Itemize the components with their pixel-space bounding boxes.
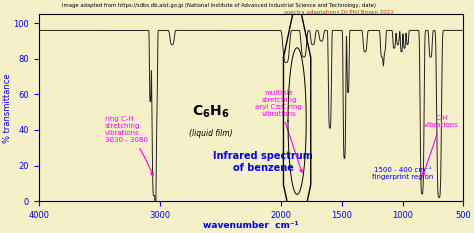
X-axis label: wavenumber  cm⁻¹: wavenumber cm⁻¹ [203,221,299,230]
Text: Image adapted from https://sdbs.db.aist.go.jp (National Institute of Advanced In: Image adapted from https://sdbs.db.aist.… [62,3,375,8]
Text: spectra adaptations Dr Phil Brown 2021: spectra adaptations Dr Phil Brown 2021 [284,10,394,15]
Text: 1500 - 400 cm⁻¹
fingerprint region: 1500 - 400 cm⁻¹ fingerprint region [372,167,433,180]
Y-axis label: % transmittance: % transmittance [3,73,12,143]
Text: $\mathbf{C_6H_6}$: $\mathbf{C_6H_6}$ [192,104,230,120]
Text: multiple
stretching
aryl C≡C ring
vibrations: multiple stretching aryl C≡C ring vibrat… [255,90,302,172]
Text: C-H
vibrations: C-H vibrations [422,115,459,176]
Text: ring C-H
stretching
vibrations
3030 - 3080: ring C-H stretching vibrations 3030 - 30… [104,116,153,176]
Text: Infrared spectrum
of benzene: Infrared spectrum of benzene [213,151,313,173]
Text: (liquid film): (liquid film) [189,129,233,138]
